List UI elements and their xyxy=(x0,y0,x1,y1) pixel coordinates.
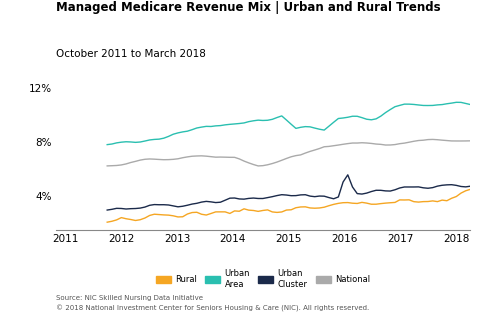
Text: Managed Medicare Revenue Mix | Urban and Rural Trends: Managed Medicare Revenue Mix | Urban and… xyxy=(56,1,439,14)
Text: © 2018 National Investment Center for Seniors Housing & Care (NIC). All rights r: © 2018 National Investment Center for Se… xyxy=(56,305,368,312)
Legend: Rural, Urban
Area, Urban
Cluster, National: Rural, Urban Area, Urban Cluster, Nation… xyxy=(156,269,369,289)
Text: Source: NIC Skilled Nursing Data Initiative: Source: NIC Skilled Nursing Data Initiat… xyxy=(56,295,202,301)
Text: October 2011 to March 2018: October 2011 to March 2018 xyxy=(56,49,205,59)
